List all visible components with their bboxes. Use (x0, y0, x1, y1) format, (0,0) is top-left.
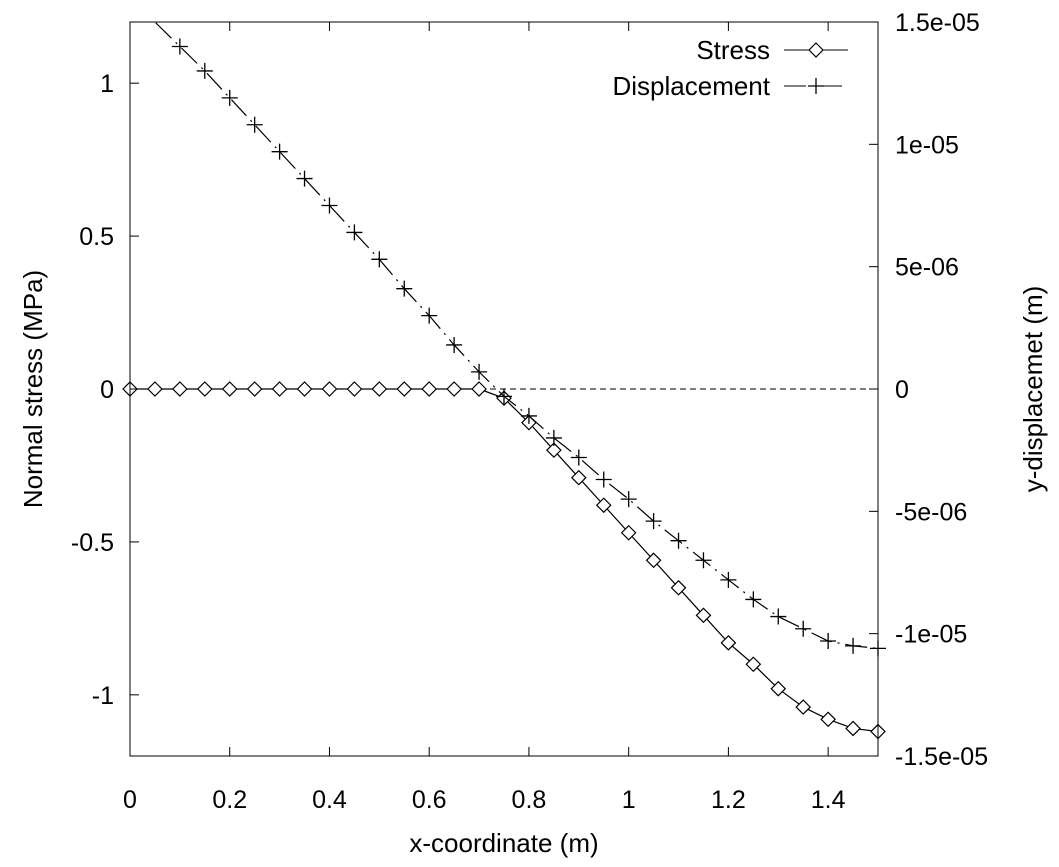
ticks-layer: 0 0.2 0.4 0.6 0.8 1 1.2 1.4 -1 -0.5 0 0.5 1 -1.5e-05 -… (71, 9, 988, 814)
y2-axis-title: y-displacemet (m) (1018, 286, 1048, 493)
stress-point-13 (446, 381, 462, 397)
displacement-point-8 (371, 251, 388, 268)
x-tick-label-5: 1 (622, 786, 636, 814)
legend-marker-displacement (808, 78, 824, 94)
stress-point-24 (720, 634, 737, 651)
y2-tick-label-0: -1.5e-05 (895, 743, 988, 771)
displacement-point-20 (670, 532, 687, 549)
x-tick-label-0: 0 (123, 786, 137, 814)
displacement-point-21 (695, 552, 712, 569)
x-tick-label-4: 0.8 (512, 786, 547, 814)
stress-point-26 (770, 680, 787, 697)
displacement-point-4 (271, 143, 288, 160)
x-tick-label-2: 0.4 (312, 786, 347, 814)
x-tick-label-6: 1.2 (711, 786, 746, 814)
y2-tick-label-2: -5e-06 (895, 498, 967, 526)
stress-point-18 (570, 469, 587, 486)
series-line-stress (130, 388, 878, 733)
displacement-point-26 (820, 633, 837, 650)
legend-label-displacement: Displacement (612, 71, 770, 101)
stress-point-14 (471, 381, 487, 397)
stress-point-27 (795, 699, 812, 715)
displacement-point-18 (620, 491, 637, 508)
stress-point-25 (745, 656, 762, 673)
series-line-displacement (154, 22, 878, 649)
x-tick-label-1: 0.2 (212, 786, 247, 814)
displacement-point-27 (845, 637, 862, 654)
displacement-point-25 (795, 620, 812, 637)
x-axis-title: x-coordinate (m) (409, 828, 598, 858)
y-tick-label-1: -0.5 (71, 529, 114, 557)
y-tick-label-2: 0 (100, 376, 114, 404)
y2-tick-label-5: 1e-05 (895, 131, 959, 159)
y-tick-label-4: 1 (100, 70, 114, 98)
legend-label-stress: Stress (696, 35, 770, 65)
y-tick-label-0: -1 (92, 682, 114, 710)
stress-point-3 (196, 381, 213, 397)
legend-marker-stress (808, 42, 824, 58)
displacement-point-16 (570, 449, 587, 466)
displacement-point-0 (171, 38, 188, 55)
displacement-point-7 (346, 224, 363, 241)
displacement-point-24 (770, 608, 787, 625)
displacement-point-1 (196, 62, 213, 79)
stress-point-5 (246, 381, 263, 397)
stress-point-12 (421, 381, 438, 397)
stress-point-7 (296, 381, 313, 397)
y2-tick-label-6: 1.5e-05 (895, 9, 980, 37)
displacement-point-15 (545, 429, 562, 446)
displacement-point-12 (471, 363, 488, 380)
displacement-point-19 (645, 513, 662, 530)
legend: Stress Displacement (612, 35, 848, 101)
displacement-point-13 (496, 388, 512, 405)
x-tick-label-3: 0.6 (412, 786, 447, 814)
stress-point-11 (396, 381, 413, 397)
stress-point-29 (845, 720, 861, 737)
stress-point-17 (546, 442, 562, 459)
stress-point-6 (271, 381, 288, 397)
stress-point-4 (221, 381, 238, 397)
stress-point-2 (172, 381, 188, 397)
displacement-point-11 (446, 336, 463, 353)
stress-point-23 (695, 607, 712, 624)
displacement-point-2 (221, 89, 238, 106)
marks-layer (122, 22, 886, 740)
displacement-point-23 (745, 591, 762, 608)
x-tick-label-7: 1.4 (811, 786, 846, 814)
stress-point-19 (595, 497, 612, 514)
stress-point-10 (371, 381, 388, 397)
stress-point-22 (670, 579, 687, 596)
stress-point-20 (620, 524, 637, 541)
stress-point-28 (820, 711, 836, 728)
displacement-point-10 (421, 307, 438, 324)
y2-tick-label-4: 5e-06 (895, 254, 959, 282)
stress-point-9 (346, 381, 363, 397)
displacement-point-9 (396, 280, 413, 297)
stress-point-21 (645, 552, 662, 569)
y-tick-label-3: 0.5 (79, 223, 114, 251)
displacement-point-5 (296, 170, 313, 187)
displacement-point-14 (520, 407, 537, 424)
displacement-point-3 (246, 116, 263, 133)
displacement-point-6 (321, 197, 338, 214)
stress-point-1 (147, 381, 163, 397)
y2-tick-label-1: -1e-05 (895, 621, 967, 649)
y2-tick-label-3: 0 (895, 376, 909, 404)
y-axis-title: Normal stress (MPa) (18, 270, 48, 508)
displacement-point-22 (720, 571, 737, 588)
stress-point-8 (321, 381, 338, 397)
displacement-point-17 (595, 471, 612, 488)
